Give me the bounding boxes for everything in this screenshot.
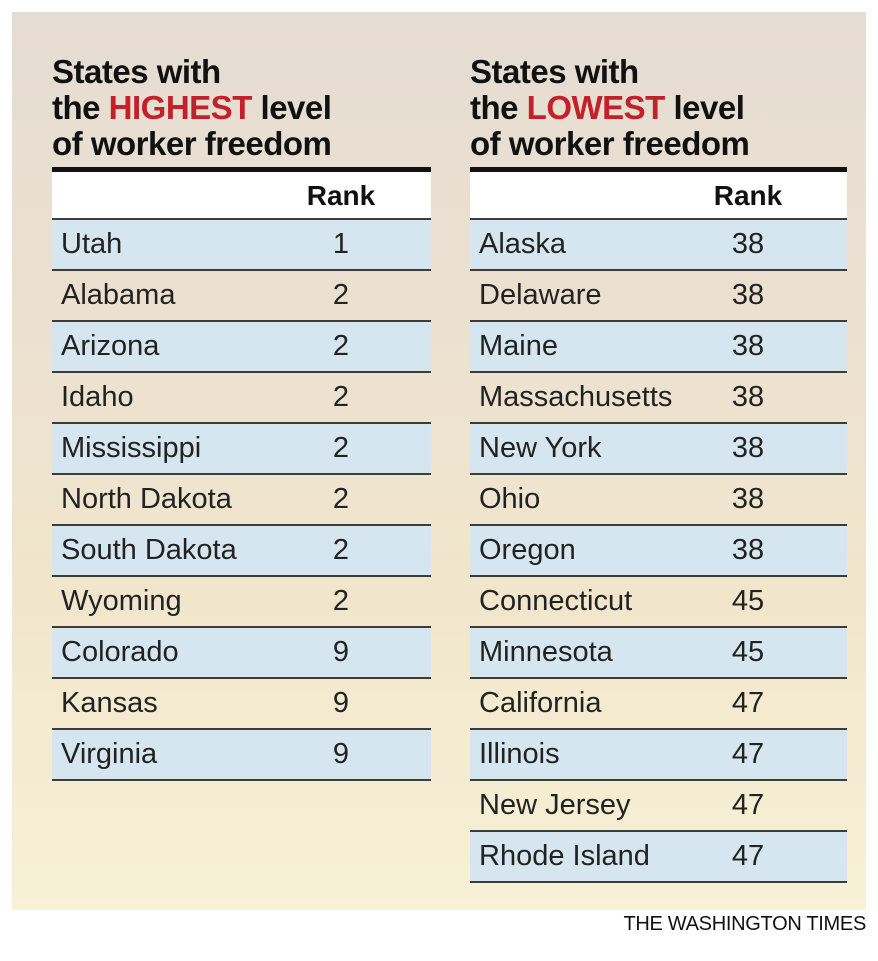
table-header-row: Rank [470,172,847,220]
rank-value: 38 [731,432,765,464]
table-row: Alaska 38 [470,220,847,271]
rank-value: 1 [332,228,350,260]
table-top-rule [52,167,431,172]
table-row: Mississippi 2 [52,424,431,475]
table-header-row: Rank [52,172,431,220]
rank-value: 38 [731,483,765,515]
rank-value: 38 [731,534,765,566]
rank-column-header: Rank [713,180,783,211]
table-row: North Dakota 2 [52,475,431,526]
lowest-heading-prefix: the [470,89,527,126]
rank-value: 38 [731,381,765,413]
state-name: Utah [61,228,123,260]
table-row: Connecticut 45 [470,577,847,628]
highest-table: Rank Utah 1 Alabama 2 Arizona 2 Idaho 2 Mississi… [52,167,431,781]
table-row: Virginia 9 [52,730,431,781]
rank-value: 2 [332,279,350,311]
rank-value: 9 [332,636,350,668]
state-name: Virginia [61,738,158,770]
highest-heading: States with the HIGHEST level of worker … [52,54,431,162]
state-name: Alaska [479,228,567,260]
state-name: Mississippi [61,432,202,464]
rank-value: 2 [332,330,350,362]
table-row: Wyoming 2 [52,577,431,628]
table-row: Idaho 2 [52,373,431,424]
state-name: Massachusetts [479,381,673,413]
table-row: Ohio 38 [470,475,847,526]
state-name: Connecticut [479,585,633,617]
table-top-rule [470,167,847,172]
highest-heading-keyword: HIGHEST [108,89,253,126]
table-row: Massachusetts 38 [470,373,847,424]
table-row: Minnesota 45 [470,628,847,679]
state-name: South Dakota [61,534,237,566]
state-name: Delaware [479,279,602,311]
rank-value: 2 [332,483,350,515]
state-name: Ohio [479,483,541,515]
highest-heading-line3: of worker freedom [52,125,332,162]
table-row: Rhode Island 47 [470,832,847,883]
table-row: Kansas 9 [52,679,431,730]
rank-value: 38 [731,279,765,311]
state-name: Kansas [61,687,158,719]
highest-heading-suffix: level [251,89,332,126]
table-row: Arizona 2 [52,322,431,373]
table-row: Oregon 38 [470,526,847,577]
table-row: Utah 1 [52,220,431,271]
rank-value: 38 [731,228,765,260]
state-name: Wyoming [61,585,182,617]
state-name: Alabama [61,279,176,311]
rank-value: 9 [332,687,350,719]
rank-column-header: Rank [306,180,376,211]
state-name: New Jersey [479,789,631,821]
state-name: Oregon [479,534,576,566]
table-row: California 47 [470,679,847,730]
state-name: Arizona [61,330,160,362]
rank-value: 45 [731,585,765,617]
state-name: Colorado [61,636,179,668]
highest-heading-prefix: the [52,89,109,126]
table-row: Maine 38 [470,322,847,373]
rank-value: 2 [332,381,350,413]
highest-heading-line1: States with [52,53,221,90]
lowest-heading-line3: of worker freedom [470,125,750,162]
state-name: Illinois [479,738,560,770]
rank-value: 9 [332,738,350,770]
state-name: Maine [479,330,558,362]
rank-value: 47 [731,840,765,872]
lowest-table: Rank Alaska 38 Delaware 38 Maine 38 Massachuse… [470,167,847,883]
rank-value: 45 [731,636,765,668]
table-row: Illinois 47 [470,730,847,781]
highest-freedom-section: States with the HIGHEST level of worker … [52,54,431,781]
rank-value: 2 [332,534,350,566]
lowest-heading: States with the LOWEST level of worker f… [470,54,847,162]
lowest-heading-keyword: LOWEST [526,89,666,126]
state-name: Rhode Island [479,840,650,872]
rank-value: 47 [731,789,765,821]
table-row: New York 38 [470,424,847,475]
rank-value: 47 [731,687,765,719]
rank-value: 2 [332,585,350,617]
table-row: New Jersey 47 [470,781,847,832]
lowest-heading-line1: States with [470,53,639,90]
state-name: Minnesota [479,636,613,668]
rank-value: 38 [731,330,765,362]
rank-value: 2 [332,432,350,464]
rank-value: 47 [731,738,765,770]
state-name: North Dakota [61,483,232,515]
infographic-panel: States with the HIGHEST level of worker … [12,12,866,910]
state-name: New York [479,432,602,464]
table-row: Delaware 38 [470,271,847,322]
source-credit: THE WASHINGTON TIMES [623,913,866,935]
state-name: Idaho [61,381,134,413]
table-row: Colorado 9 [52,628,431,679]
lowest-heading-suffix: level [664,89,745,126]
table-row: Alabama 2 [52,271,431,322]
lowest-freedom-section: States with the LOWEST level of worker f… [470,54,847,883]
state-name: California [479,687,602,719]
table-row: South Dakota 2 [52,526,431,577]
